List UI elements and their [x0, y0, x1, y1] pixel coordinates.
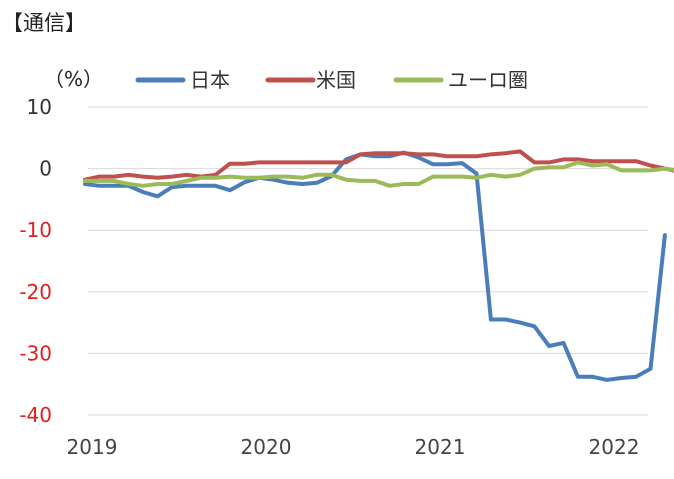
- x-tick-label: 2021: [415, 435, 466, 459]
- x-axis-ticks: 2019 2020 2021 2022: [67, 435, 640, 459]
- series-line-eurozone: [83, 160, 674, 188]
- gridlines: [88, 106, 648, 416]
- y-tick-label: -10: [19, 218, 52, 242]
- legend: 日本 米国 ユーロ圏: [135, 68, 528, 92]
- legend-label-usa: 米国: [316, 68, 356, 92]
- series-lines: [83, 149, 674, 382]
- y-axis-unit-label: （%）: [44, 67, 103, 91]
- chart-title: 【通信】: [2, 11, 86, 35]
- legend-label-japan: 日本: [190, 68, 230, 92]
- series-line-japan: [83, 150, 667, 382]
- y-tick-label: -40: [19, 403, 52, 427]
- x-tick-label: 2019: [67, 435, 118, 459]
- x-tick-label: 2022: [589, 435, 640, 459]
- y-tick-label: 10: [27, 95, 52, 119]
- legend-label-eurozone: ユーロ圏: [448, 68, 528, 92]
- y-tick-label: 0: [39, 157, 52, 181]
- y-tick-label: -30: [19, 341, 52, 365]
- x-tick-label: 2020: [241, 435, 292, 459]
- y-axis-ticks: 10 0 -10 -20 -30 -40: [19, 95, 52, 427]
- y-tick-label: -20: [19, 280, 52, 304]
- series-line-usa: [83, 149, 674, 182]
